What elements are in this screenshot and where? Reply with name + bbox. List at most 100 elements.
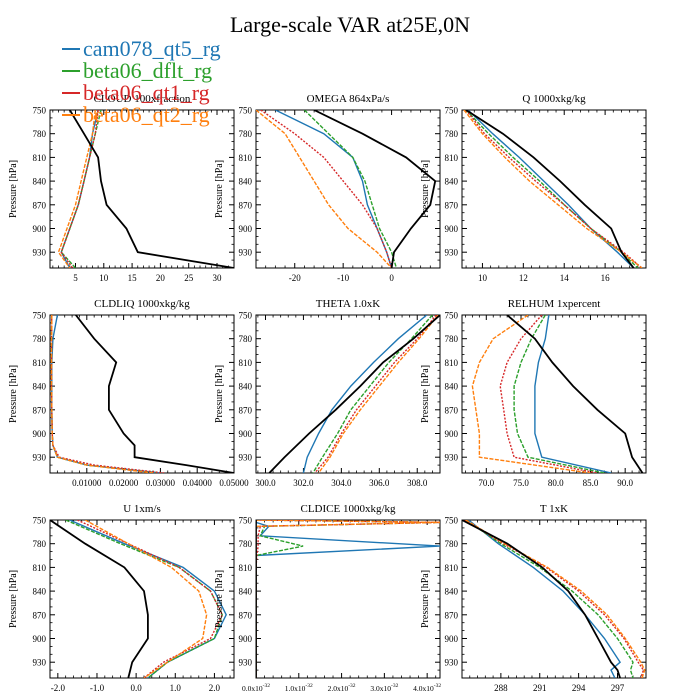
series-line <box>506 315 644 473</box>
series-line <box>303 110 398 268</box>
plot-frame <box>49 519 235 679</box>
y-tick-label: 930 <box>33 248 47 258</box>
y-axis-label: Pressure [hPa] <box>8 570 19 628</box>
y-axis-label: Pressure [hPa] <box>420 570 431 628</box>
series-line <box>50 315 154 473</box>
panel-title: RELHUM 1xpercent <box>508 298 601 310</box>
y-tick-label: 750 <box>33 311 47 321</box>
y-tick-label: 870 <box>445 200 459 210</box>
series-line <box>314 315 437 473</box>
chart-panel: RELHUM 1xpercent Pressure [hPa] 750 780 810 8… <box>420 298 647 488</box>
y-tick-label: 840 <box>33 587 47 597</box>
x-tick-label: 302.0 <box>293 478 314 488</box>
y-tick-label: 930 <box>445 658 459 668</box>
chart-panel: CLOUD 100xfraction Pressure [hPa] 750 780 81… <box>8 93 235 283</box>
x-tick-label: 3.0x10-32 <box>370 683 398 693</box>
y-tick-label: 780 <box>33 129 47 139</box>
x-tick-label: -2.0 <box>51 683 66 693</box>
y-tick-label: 930 <box>445 453 459 463</box>
y-tick-label: 930 <box>239 248 253 258</box>
x-tick-label: 80.0 <box>548 478 564 488</box>
series-line <box>50 315 157 473</box>
plot-frame <box>255 519 441 679</box>
y-tick-label: 840 <box>33 382 47 392</box>
y-tick-label: 900 <box>33 224 47 234</box>
y-tick-label: 750 <box>239 106 253 116</box>
series-line <box>465 520 634 678</box>
x-tick-exponent: -32 <box>305 683 313 689</box>
y-tick-label: 900 <box>33 634 47 644</box>
x-tick-label: 20 <box>156 273 166 283</box>
y-tick-label: 810 <box>445 153 459 163</box>
y-tick-label: 780 <box>445 334 459 344</box>
legend-item: beta06_qt1_rg <box>62 80 221 105</box>
x-tick-label: 308.0 <box>407 478 428 488</box>
y-tick-label: 870 <box>33 610 47 620</box>
x-tick-label: 0.0x10-32 <box>242 683 270 693</box>
plot-frame <box>461 519 647 679</box>
series-line <box>60 110 99 268</box>
plot-frame <box>461 314 647 474</box>
chart-panel: CLDLIQ 1000xkg/kg Pressure [hPa] 750 780 810… <box>8 298 249 488</box>
chart-panel: U 1xm/s Pressure [hPa] 750 780 810 840 870 900 9… <box>8 503 235 693</box>
series-line <box>69 520 227 678</box>
y-tick-label: 780 <box>33 539 47 549</box>
panel-title: T 1xK <box>540 503 568 515</box>
chart-panel: Q 1000xkg/kg Pressure [hPa] 750 780 810 840 87… <box>420 93 647 283</box>
y-tick-label: 900 <box>239 634 253 644</box>
y-tick-label: 840 <box>33 177 47 187</box>
series-line <box>256 520 440 678</box>
figure-title: Large-scale VAR at25E,0N <box>229 12 471 37</box>
x-tick-exponent: -32 <box>263 683 271 689</box>
chart-panel: OMEGA 864xPa/s Pressure [hPa] 750 780 810 840… <box>214 93 441 283</box>
x-tick-label: 0.05000 <box>219 478 249 488</box>
y-tick-label: 750 <box>239 516 253 526</box>
y-tick-label: 810 <box>445 563 459 573</box>
x-tick-label: 0.01000 <box>72 478 102 488</box>
x-tick-label: 0.04000 <box>183 478 213 488</box>
legend-label: beta06_qt1_rg <box>83 80 210 105</box>
y-tick-label: 870 <box>239 200 253 210</box>
legend-swatch <box>62 92 80 94</box>
series-line <box>256 520 440 678</box>
series-line <box>260 110 393 268</box>
y-tick-label: 870 <box>445 405 459 415</box>
x-tick-label: 2.0x10-32 <box>328 683 356 693</box>
series-line <box>318 315 439 473</box>
y-tick-label: 840 <box>445 587 459 597</box>
y-tick-label: 780 <box>239 539 253 549</box>
chart-panel: T 1xK Pressure [hPa] 750 780 810 840 870 900 930… <box>420 503 647 693</box>
x-tick-label: 0 <box>389 273 394 283</box>
x-tick-label: 0.0 <box>131 683 143 693</box>
y-tick-label: 900 <box>239 224 253 234</box>
series-line <box>65 520 224 678</box>
series-line <box>256 110 393 268</box>
y-axis-label: Pressure [hPa] <box>420 160 431 218</box>
legend-swatch <box>62 48 80 50</box>
x-tick-label: 297 <box>611 683 625 693</box>
y-tick-label: 870 <box>33 405 47 415</box>
series-line <box>471 315 591 473</box>
series-line <box>499 315 598 473</box>
y-tick-label: 900 <box>445 429 459 439</box>
y-tick-label: 900 <box>445 224 459 234</box>
legend-label: beta06_dflt_rg <box>83 58 213 83</box>
y-tick-label: 840 <box>445 382 459 392</box>
y-axis-label: Pressure [hPa] <box>214 570 225 628</box>
y-tick-label: 930 <box>33 658 47 668</box>
y-tick-label: 810 <box>33 563 47 573</box>
chart-panel: CLDICE 1000xkg/kg Pressure [hPa] 750 780 810… <box>214 503 441 693</box>
panel-title: THETA 1.0xK <box>316 298 381 310</box>
y-axis-label: Pressure [hPa] <box>214 365 225 423</box>
plot-frame <box>49 314 235 474</box>
y-tick-label: 780 <box>239 334 253 344</box>
y-tick-label: 750 <box>445 516 459 526</box>
series-line <box>77 520 224 678</box>
y-tick-label: 930 <box>33 453 47 463</box>
y-tick-label: 750 <box>239 311 253 321</box>
legend-swatch <box>62 114 80 116</box>
series-line <box>268 315 440 473</box>
panel-title: CLDICE 1000xkg/kg <box>300 503 396 515</box>
y-tick-label: 840 <box>239 587 253 597</box>
y-tick-label: 750 <box>33 106 47 116</box>
